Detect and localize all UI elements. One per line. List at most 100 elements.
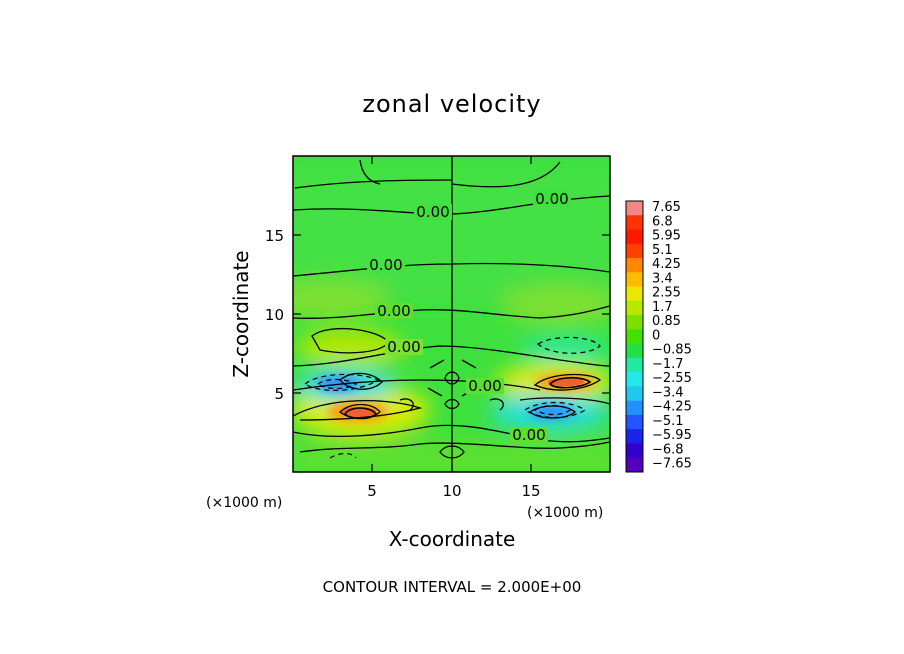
colorbar-swatch: [626, 201, 643, 216]
weak-positive-band-right: [500, 285, 610, 325]
colorbar-swatch: [626, 229, 643, 245]
colorbar-label: −6.8: [652, 442, 684, 457]
y-tick-label: 15: [265, 227, 284, 245]
colorbar-swatch: [626, 372, 643, 387]
contour-line: [548, 376, 592, 389]
y-tick-label: 5: [274, 385, 284, 403]
contour-line: [533, 373, 602, 391]
colorbar-label: −4.25: [652, 400, 692, 415]
colorbar-swatch: [626, 429, 643, 444]
contour-labels: 0.00 0.00 0.00 0.00 0.00 0.00 0.00: [367, 190, 571, 444]
contour-line: [293, 305, 610, 319]
colorbar-swatch: [626, 315, 643, 330]
x-tick-label: 15: [521, 482, 540, 500]
contour-line: [303, 373, 380, 391]
colorbar-swatch: [626, 386, 643, 402]
colorbar-swatch: [626, 443, 643, 459]
colorbar-label: 3.4: [652, 271, 673, 286]
label-bg: [533, 190, 571, 206]
colorbar-label: 7.65: [652, 200, 681, 215]
contour-label: 0.00: [468, 377, 501, 395]
colorbar-label: −7.65: [652, 457, 692, 472]
y-tick-label: 10: [265, 306, 284, 324]
contour-line: [293, 400, 423, 421]
colorbar-label: 4.25: [652, 257, 681, 272]
label-bg: [385, 339, 423, 355]
colorbar-label: 1.7: [652, 300, 673, 315]
contour-line: [293, 345, 610, 367]
x-unit-label: (×1000 m): [527, 505, 603, 521]
chart-title: zonal velocity: [362, 90, 541, 118]
contour-line: [344, 407, 378, 420]
colorbar-swatch: [626, 300, 643, 316]
contour-line: [359, 159, 381, 185]
colorbar-swatch: [626, 286, 643, 302]
contour-line: [294, 179, 453, 189]
label-bg: [466, 378, 504, 394]
colorbar-swatch: [626, 414, 643, 430]
colorbar-swatch: [626, 215, 643, 230]
contour-line: [329, 452, 357, 459]
contour-line: [444, 398, 460, 410]
colorbar-frame: [625, 200, 644, 473]
contour-label: 0.00: [512, 426, 545, 444]
contour-label: 0.00: [416, 203, 449, 221]
positive-contours: [344, 376, 592, 420]
colorbar-swatch: [626, 457, 643, 473]
contour-line: [427, 359, 477, 397]
y-axis-label: Z-coordinate: [229, 250, 253, 377]
colorbar: [625, 200, 644, 473]
contour-line: [399, 398, 504, 411]
label-bg: [367, 257, 405, 273]
colorbar-label: −5.1: [652, 414, 684, 429]
x-tick-label: 10: [442, 482, 461, 500]
colorbar-label: −1.7: [652, 357, 684, 372]
colorbar-label: 5.95: [652, 229, 681, 244]
colorbar-label: 0.85: [652, 314, 681, 329]
colorbar-swatch: [626, 400, 643, 416]
contour-line: [316, 378, 358, 390]
colorbar-label: 2.55: [652, 286, 681, 301]
colorbar-swatch: [626, 343, 643, 359]
y-unit-label: (×1000 m): [206, 495, 282, 511]
colorbar-swatch: [626, 243, 643, 259]
colorbar-label: 5.1: [652, 243, 673, 258]
contour-line: [451, 161, 561, 188]
positive-region-upper-left: [295, 330, 405, 366]
contour-interval-note: CONTOUR INTERVAL = 2.000E+00: [323, 578, 582, 596]
contour-line: [533, 404, 572, 416]
contour-line: [519, 397, 610, 405]
contour-line: [528, 405, 577, 419]
contour-label: 0.00: [535, 190, 568, 208]
contour-line: [536, 336, 601, 354]
x-axis-label: X-coordinate: [389, 527, 516, 551]
contour-label: 0.00: [387, 338, 420, 356]
contour-line: [293, 424, 610, 443]
weak-positive-band-left: [293, 280, 390, 320]
negative-contours: [303, 336, 601, 459]
tick-marks: [293, 156, 610, 472]
label-bg: [414, 204, 452, 220]
colorbar-label: −5.95: [652, 428, 692, 443]
label-bg: [510, 427, 548, 443]
colorbar-swatch: [626, 329, 643, 345]
colorbar-label: 6.8: [652, 214, 673, 229]
colorbar-label: −3.4: [652, 385, 684, 400]
negative-region-upper-right: [520, 336, 610, 364]
contour-line: [444, 371, 460, 385]
colorbar-label: 0: [652, 328, 660, 343]
label-bg: [375, 303, 413, 319]
colorbar-label: −0.85: [652, 343, 692, 358]
colorbar-labels: 7.656.85.955.14.253.42.551.70.850−0.85−1…: [652, 200, 692, 472]
negative-core-right: [530, 405, 574, 419]
colorbar-swatch: [626, 357, 643, 373]
contour-label: 0.00: [369, 256, 402, 274]
colorbar-swatch: [626, 272, 643, 287]
x-tick-label: 5: [367, 482, 377, 500]
colorbar-label: −2.55: [652, 371, 692, 386]
contour-line: [439, 445, 465, 459]
colorbar-swatch: [626, 258, 643, 273]
contour-line: [299, 441, 610, 453]
contour-label: 0.00: [377, 302, 410, 320]
